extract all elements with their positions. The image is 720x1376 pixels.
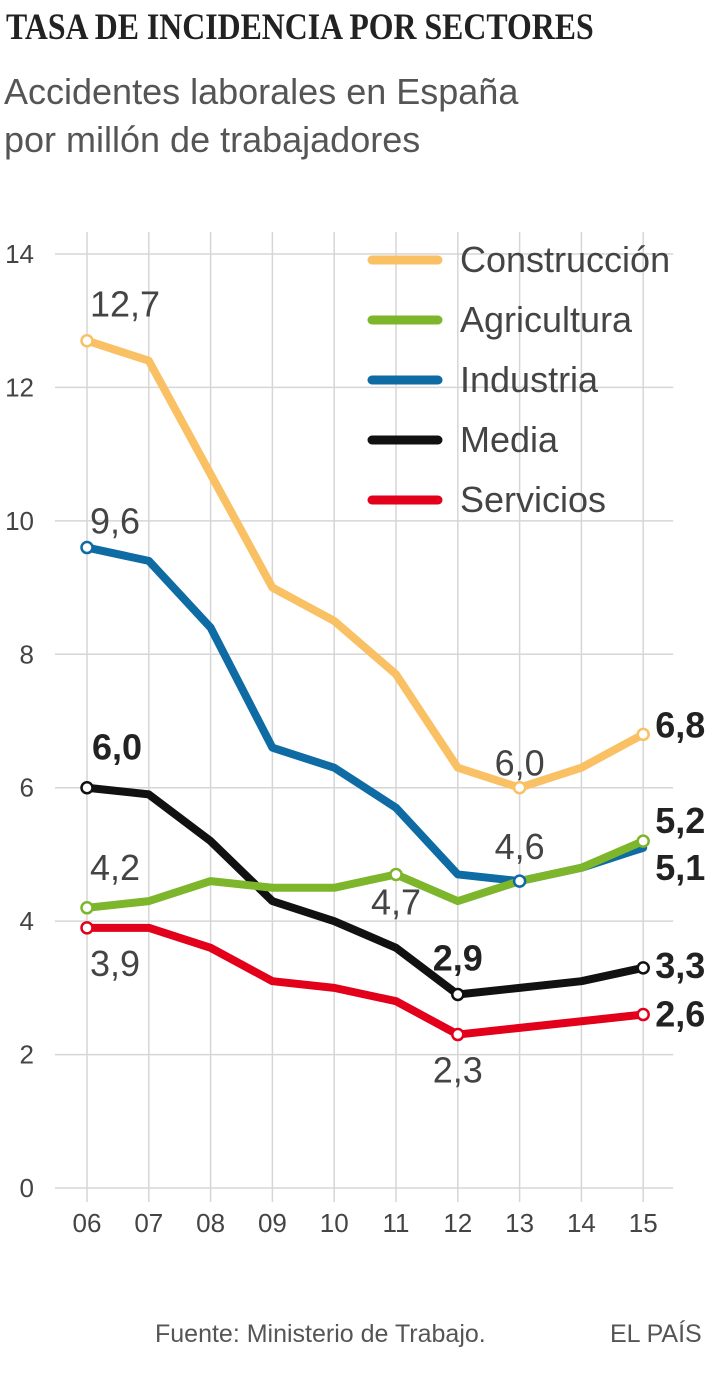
data-label-servicios-12: 2,3 xyxy=(433,1050,483,1091)
data-point-industria-13 xyxy=(512,874,527,888)
data-point-servicios-15 xyxy=(636,1007,650,1022)
data-point-agricultura-11 xyxy=(389,867,403,882)
x-tick-label: 08 xyxy=(196,1208,225,1238)
data-point-servicios-06 xyxy=(80,921,94,935)
source-note: Fuente: Ministerio de Trabajo. xyxy=(155,1320,486,1348)
data-label-layer: 12,7 6,0 6,8 9,6 4,6 5,1 4,2 4,7 5,2 6,0 2,9 3,3 3,9… xyxy=(90,284,705,1091)
data-point-construccion-06 xyxy=(80,333,94,348)
subtitle-line-1: Accidentes laborales en España xyxy=(4,71,519,112)
x-tick-label: 10 xyxy=(320,1208,349,1238)
data-label-industria-13: 4,6 xyxy=(495,826,545,867)
y-tick-label: 12 xyxy=(5,372,34,402)
y-tick-label: 6 xyxy=(20,773,34,803)
legend-label-industria: Industria xyxy=(460,359,599,400)
legend-label-media: Media xyxy=(460,419,559,460)
axis-layer: 0 2 4 6 8 10 12 14 06 07 08 09 10 11 12 13 14 15 xyxy=(5,239,658,1238)
data-label-construccion-06: 12,7 xyxy=(90,284,160,325)
data-point-agricultura-06 xyxy=(80,901,94,915)
marker-layer xyxy=(80,333,650,1042)
y-tick-label: 2 xyxy=(20,1040,34,1070)
data-label-agricultura-15: 5,2 xyxy=(655,800,705,841)
data-label-media-15: 3,3 xyxy=(655,945,705,986)
data-point-construccion-15 xyxy=(636,727,650,742)
legend-label-servicios: Servicios xyxy=(460,479,606,520)
chart-subtitle: Accidentes laborales en España por milló… xyxy=(4,68,518,164)
x-tick-label: 13 xyxy=(505,1208,534,1238)
data-point-media-12 xyxy=(451,987,465,1002)
line-chart: 0 2 4 6 8 10 12 14 06 07 08 09 10 11 12 13 14 15 12,7 6,0 6… xyxy=(5,232,705,1238)
data-label-construccion-13: 6,0 xyxy=(495,743,545,784)
subtitle-line-2: por millón de trabajadores xyxy=(4,119,421,160)
data-point-media-06 xyxy=(80,780,94,795)
x-tick-label: 07 xyxy=(134,1208,163,1238)
data-label-media-12: 2,9 xyxy=(433,938,483,979)
data-label-construccion-15: 6,8 xyxy=(655,704,705,745)
series-line-media xyxy=(83,783,648,999)
series-line-construccion xyxy=(83,336,648,792)
series-line-industria xyxy=(83,543,648,886)
data-label-industria-15: 5,1 xyxy=(655,847,705,888)
brand-logo: EL PAÍS xyxy=(610,1320,702,1348)
legend-label-agricultura: Agricultura xyxy=(460,299,633,340)
data-point-media-15 xyxy=(636,961,650,975)
data-point-agricultura-15 xyxy=(636,834,650,848)
legend: Construcción Agricultura Industria Media Ser… xyxy=(367,239,670,520)
x-tick-label: 14 xyxy=(567,1208,596,1238)
x-tick-label: 11 xyxy=(383,1208,410,1238)
series-line-agricultura xyxy=(83,837,648,912)
y-tick-label: 14 xyxy=(5,239,34,269)
x-tick-label: 09 xyxy=(258,1208,287,1238)
series-layer xyxy=(83,336,648,1039)
y-tick-label: 8 xyxy=(20,639,34,669)
data-point-servicios-12 xyxy=(451,1027,465,1042)
x-tick-label: 15 xyxy=(629,1208,658,1238)
data-point-industria-06 xyxy=(80,540,94,555)
data-label-servicios-15: 2,6 xyxy=(655,994,705,1035)
y-tick-label: 4 xyxy=(20,906,34,936)
data-label-media-06: 6,0 xyxy=(92,727,142,768)
series-line-servicios xyxy=(83,923,648,1039)
data-label-agricultura-11: 4,7 xyxy=(371,881,421,922)
y-tick-label: 0 xyxy=(20,1173,34,1203)
data-label-servicios-06: 3,9 xyxy=(90,943,140,984)
data-label-industria-06: 9,6 xyxy=(90,501,140,542)
x-tick-label: 06 xyxy=(73,1208,102,1238)
x-tick-label: 12 xyxy=(443,1208,472,1238)
chart-title: TASA DE INCIDENCIA POR SECTORES xyxy=(6,7,594,48)
legend-label-construccion: Construcción xyxy=(460,239,670,280)
data-label-agricultura-06: 4,2 xyxy=(90,847,140,888)
y-tick-label: 10 xyxy=(5,506,34,536)
data-point-construccion-13 xyxy=(512,780,527,795)
